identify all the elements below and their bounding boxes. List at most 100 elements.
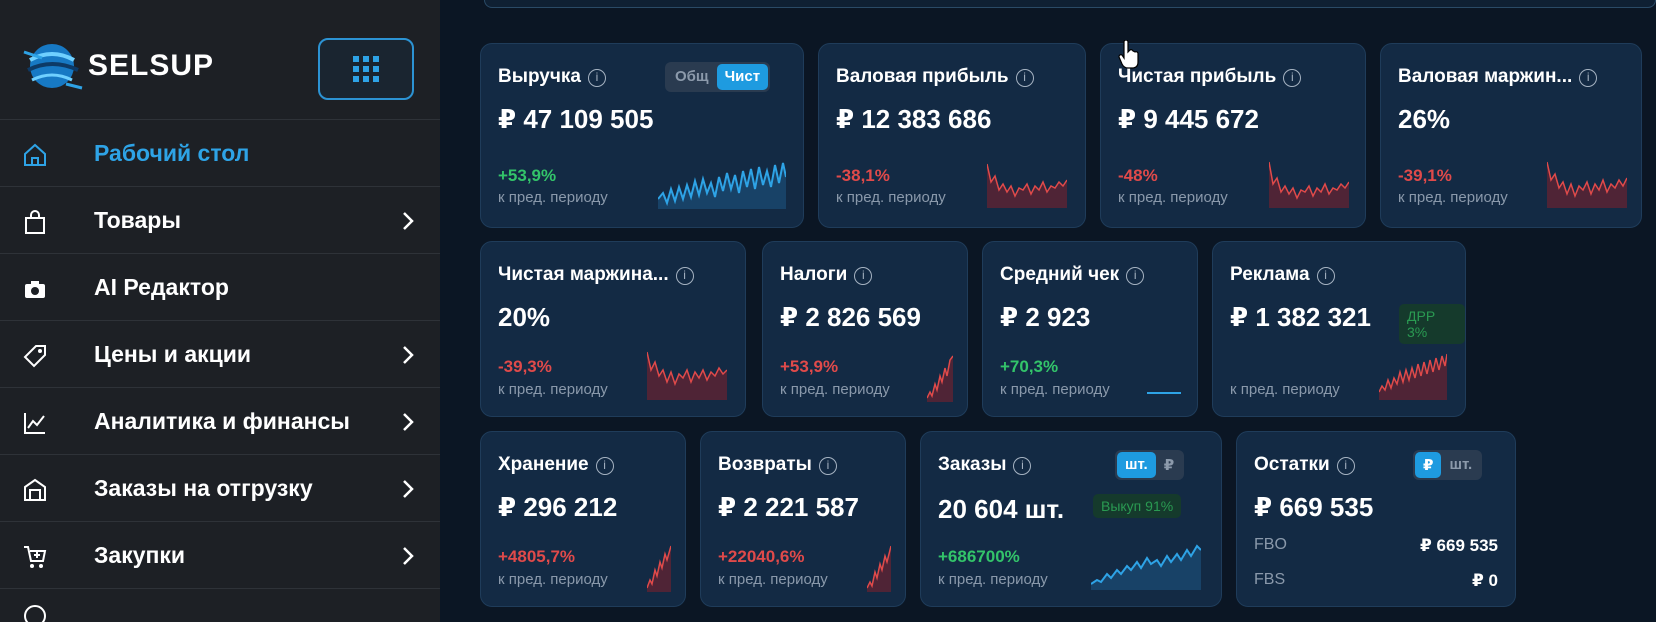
stock-row-label: FBO <box>1254 536 1287 553</box>
sidebar-item-prices[interactable]: Цены и акции <box>0 321 440 388</box>
card-value: 20% <box>498 302 551 332</box>
info-icon[interactable]: i <box>854 267 873 285</box>
sidebar-item-analytics[interactable]: Аналитика и финансы <box>0 388 440 455</box>
stock-row-value: ₽ 669 535 <box>1419 536 1498 555</box>
card-title: Выручка i <box>498 66 606 88</box>
sidebar-nav: Рабочий стол Товары AI Редактор Цены и а… <box>0 120 440 622</box>
sidebar-item-label: AI Редактор <box>94 273 229 300</box>
card-subtext: к пред. периоду <box>498 189 608 206</box>
info-icon[interactable]: i <box>1336 457 1355 475</box>
info-icon[interactable]: i <box>587 69 606 87</box>
card-change: +53,9% <box>498 166 557 185</box>
card-change: -38,1% <box>836 166 890 185</box>
stock-row-value: ₽ 0 <box>1471 571 1498 590</box>
card-gross-margin[interactable]: Валовая маржин... i 26% -39,1% к пред. пе… <box>1380 43 1642 228</box>
revenue-mode-toggle[interactable]: Общ Чист <box>665 62 771 92</box>
card-title: Чистая прибыль i <box>1118 66 1302 88</box>
toggle-option-total[interactable]: Общ <box>675 68 709 85</box>
card-value: ₽ 9 445 672 <box>1118 104 1259 134</box>
toggle-option-rubles[interactable]: ₽ <box>1415 452 1442 478</box>
card-stock[interactable]: Остатки i ₽ шт. ₽ 669 535 FBO ₽ 669 535 F… <box>1236 431 1516 607</box>
chevron-right-icon <box>403 212 414 230</box>
card-subtext: к пред. периоду <box>718 571 828 588</box>
card-orders[interactable]: Заказы i шт. ₽ 20 604 шт. Выкуп 91% +6867… <box>920 431 1222 607</box>
card-change: +4805,7% <box>498 547 576 566</box>
sparkline <box>658 162 786 209</box>
shopping-bag-icon <box>25 210 45 234</box>
info-icon[interactable]: i <box>1013 457 1032 475</box>
info-icon[interactable]: i <box>1316 267 1335 285</box>
sidebar-item-shipments[interactable]: Заказы на отгрузку <box>0 455 440 522</box>
buyout-badge: Выкуп 91% <box>1093 494 1182 518</box>
apps-grid-button[interactable] <box>318 38 414 100</box>
sidebar: SELSUP Рабочий стол Товары AI Редактор <box>0 0 440 622</box>
card-storage[interactable]: Хранение i ₽ 296 212 +4805,7% к пред. пер… <box>480 431 686 607</box>
card-taxes[interactable]: Налоги i ₽ 2 826 569 +53,9% к пред. перио… <box>762 241 968 417</box>
orders-unit-toggle[interactable]: шт. ₽ <box>1115 450 1185 480</box>
sparkline <box>1147 392 1181 394</box>
sparkline <box>1269 161 1349 208</box>
price-tag-icon <box>23 345 46 368</box>
clock-icon <box>24 605 46 622</box>
sparkline <box>1547 161 1627 208</box>
card-title: Чистая маржина... i <box>498 264 694 286</box>
card-subtext: к пред. периоду <box>1118 189 1228 206</box>
card-title: Остатки i <box>1254 454 1355 476</box>
card-ads[interactable]: Реклама i ₽ 1 382 321 ДРР 3% к пред. пери… <box>1212 241 1466 417</box>
info-icon[interactable]: i <box>1283 69 1302 87</box>
sidebar-item-purchases[interactable]: Закупки <box>0 522 440 589</box>
chart-line-icon <box>24 413 45 434</box>
card-change: +53,9% <box>780 357 839 376</box>
card-change: -39,3% <box>498 357 552 376</box>
sidebar-item-label: Заказы на отгрузку <box>94 474 313 501</box>
card-net-margin[interactable]: Чистая маржина... i 20% -39,3% к пред. пе… <box>480 241 746 417</box>
drr-badge: ДРР 3% <box>1399 304 1465 344</box>
card-value: 20 604 шт. <box>938 494 1065 524</box>
cart-plus-icon <box>24 546 47 568</box>
card-revenue[interactable]: Выручка i Общ Чист ₽ 47 109 505 +53,9% к … <box>480 43 804 228</box>
sidebar-item-products[interactable]: Товары <box>0 187 440 254</box>
card-returns[interactable]: Возвраты i ₽ 2 221 587 +22040,6% к пред. … <box>700 431 906 607</box>
info-icon[interactable]: i <box>1579 69 1598 87</box>
logo[interactable]: SELSUP <box>22 38 214 94</box>
sidebar-item-label: Аналитика и финансы <box>94 407 350 434</box>
card-title: Возвраты i <box>718 454 837 476</box>
info-icon[interactable]: i <box>1015 69 1034 87</box>
info-icon[interactable]: i <box>595 457 614 475</box>
chevron-right-icon <box>403 547 414 565</box>
toggle-option-pieces[interactable]: шт. <box>1449 456 1473 473</box>
sidebar-item-label: Цены и акции <box>94 340 252 367</box>
card-avg-check[interactable]: Средний чек i ₽ 2 923 +70,3% к пред. пери… <box>982 241 1198 417</box>
info-icon[interactable]: i <box>675 267 694 285</box>
card-value: ₽ 12 383 686 <box>836 104 992 134</box>
logo-globe-icon <box>23 44 83 90</box>
card-net-profit[interactable]: Чистая прибыль i ₽ 9 445 672 -48% к пред.… <box>1100 43 1366 228</box>
card-value: ₽ 2 923 <box>1000 302 1091 332</box>
info-icon[interactable]: i <box>1126 267 1145 285</box>
card-value: ₽ 47 109 505 <box>498 104 654 134</box>
sidebar-item-desktop[interactable]: Рабочий стол <box>0 120 440 187</box>
card-title: Реклама i <box>1230 264 1335 286</box>
camera-icon <box>25 281 45 298</box>
toggle-option-net[interactable]: Чист <box>716 64 769 90</box>
sidebar-item-partial[interactable] <box>0 589 440 622</box>
toggle-option-pieces[interactable]: шт. <box>1117 452 1156 478</box>
card-title: Заказы i <box>938 454 1032 476</box>
card-subtext: к пред. периоду <box>780 381 890 398</box>
card-value: 26% <box>1398 104 1451 134</box>
sparkline <box>647 351 727 400</box>
card-subtext: к пред. периоду <box>1230 381 1340 398</box>
card-gross-profit[interactable]: Валовая прибыль i ₽ 12 383 686 -38,1% к п… <box>818 43 1086 228</box>
toggle-option-rubles[interactable]: ₽ <box>1163 457 1175 474</box>
stock-unit-toggle[interactable]: ₽ шт. <box>1413 450 1483 480</box>
info-icon[interactable]: i <box>818 457 837 475</box>
sparkline <box>987 163 1067 208</box>
card-title: Налоги i <box>780 264 873 286</box>
warehouse-icon <box>24 478 46 501</box>
card-subtext: к пред. периоду <box>1000 381 1110 398</box>
logo-row: SELSUP <box>0 0 440 120</box>
card-value: ₽ 2 826 569 <box>780 302 921 332</box>
sidebar-item-label: Товары <box>94 206 181 233</box>
card-change: -48% <box>1118 166 1158 185</box>
sidebar-item-ai-editor[interactable]: AI Редактор <box>0 254 440 321</box>
